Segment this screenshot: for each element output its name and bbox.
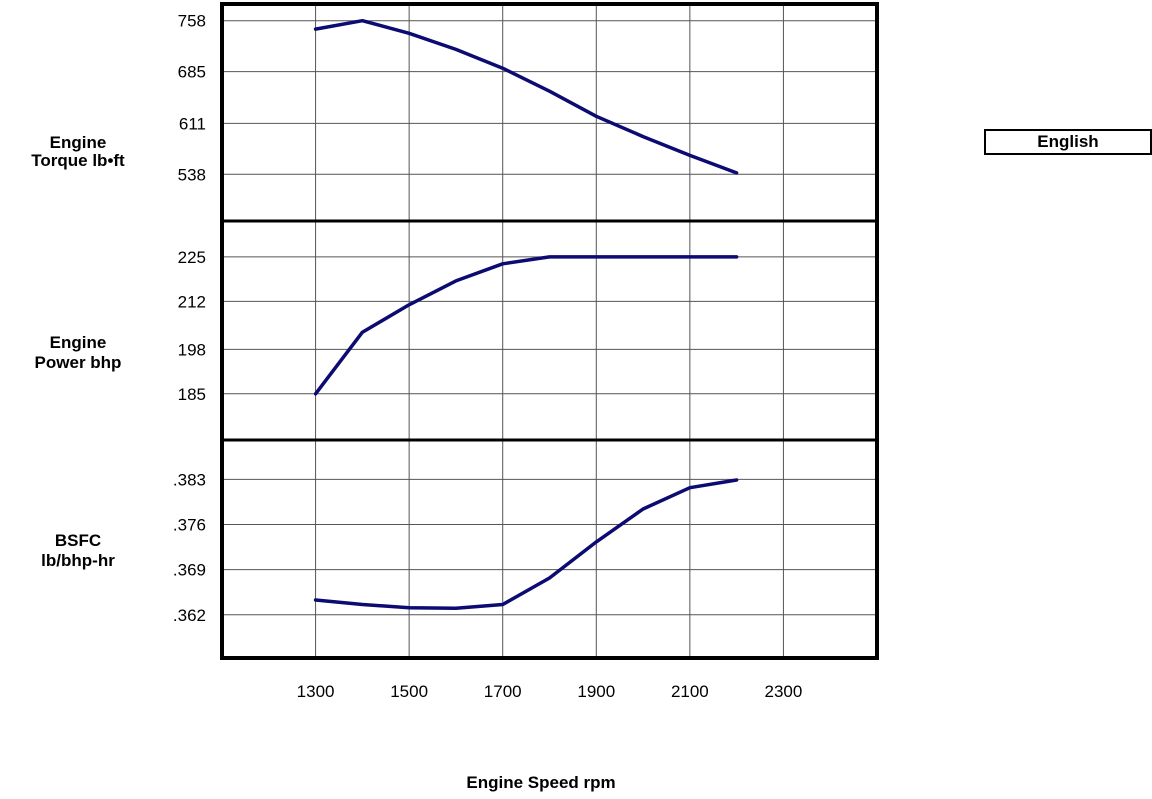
x-tick-label-1: 1500 xyxy=(390,682,428,701)
panel-0-y-tick-label-0: 538 xyxy=(178,165,206,184)
x-axis-title: Engine Speed rpm xyxy=(466,773,615,792)
panel-0-y-tick-label-3: 758 xyxy=(178,12,206,31)
panel-0-y-axis-label-line-0: Engine xyxy=(50,133,107,152)
unit-system-badge[interactable]: English xyxy=(984,129,1152,155)
grid-layer xyxy=(222,4,877,658)
panel-2-y-tick-label-3: .383 xyxy=(173,470,206,489)
x-tick-label-3: 1900 xyxy=(577,682,615,701)
panel-1-y-tick-label-3: 225 xyxy=(178,248,206,267)
panel-2-y-tick-label-2: .376 xyxy=(173,515,206,534)
panel-1-series-line-0 xyxy=(313,255,739,396)
panel-2-y-axis-label-line-0: BSFC xyxy=(55,531,101,550)
panel-0-series-line-0 xyxy=(313,18,739,175)
x-tick-label-4: 2100 xyxy=(671,682,709,701)
panel-2-series-line-0 xyxy=(313,478,739,611)
panel-1-y-tick-label-1: 198 xyxy=(178,340,206,359)
panel-1-y-axis-label-line-1: Power bhp xyxy=(35,353,122,372)
panel-0-y-tick-label-2: 685 xyxy=(178,63,206,82)
panel-1-y-tick-label-2: 212 xyxy=(178,292,206,311)
frame-layer xyxy=(220,2,879,660)
panel-2-y-tick-label-0: .362 xyxy=(173,606,206,625)
x-tick-label-2: 1700 xyxy=(484,682,522,701)
panel-1-y-axis-label-line-0: Engine xyxy=(50,333,107,352)
panel-2-y-tick-label-1: .369 xyxy=(173,561,206,580)
x-tick-label-5: 2300 xyxy=(765,682,803,701)
panel-1-y-tick-label-0: 185 xyxy=(178,385,206,404)
x-tick-label-0: 1300 xyxy=(297,682,335,701)
panel-0-y-tick-label-1: 611 xyxy=(179,114,206,133)
line-layer xyxy=(313,18,739,611)
panel-2-y-axis-label-line-1: lb/bhp-hr xyxy=(41,551,115,570)
panel-0-y-axis-label-line-1: Torque lb•ft xyxy=(31,151,125,170)
text-layer: 1300 1500 1700 1900 2100 2300 538 611 685 758 Engi… xyxy=(31,12,802,701)
